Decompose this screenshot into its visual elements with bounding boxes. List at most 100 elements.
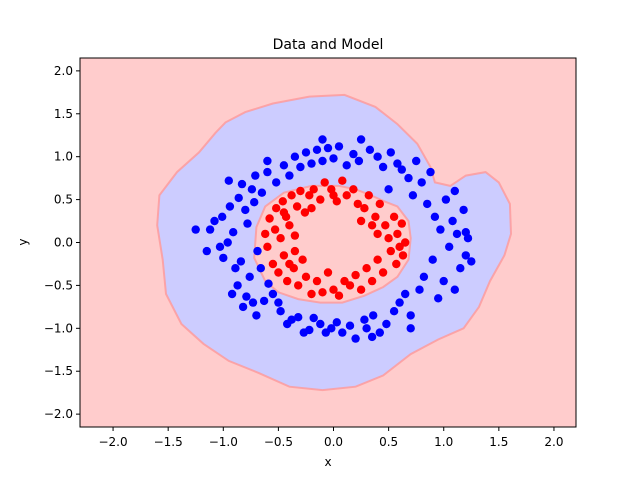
y-tick-label-8: 2.0 (54, 64, 73, 78)
point-series0-12 (237, 179, 247, 189)
point-series0-79 (415, 285, 424, 294)
point-series1-57 (397, 219, 406, 228)
point-series1-31 (329, 285, 338, 294)
point-series1-20 (300, 208, 310, 217)
points-layer (191, 135, 476, 343)
point-series0-108 (202, 246, 211, 256)
point-series0-66 (378, 162, 388, 172)
x-tick-label-5: 0.5 (379, 435, 398, 449)
point-series0-52 (334, 142, 344, 151)
point-series1-65 (307, 204, 316, 213)
point-series1-43 (362, 264, 371, 273)
point-series1-52 (386, 246, 395, 256)
point-series0-24 (257, 188, 267, 197)
point-series0-85 (430, 212, 440, 221)
point-series0-73 (397, 165, 406, 174)
point-series0-83 (426, 167, 435, 177)
point-series0-40 (301, 148, 311, 157)
y-tick-label-6: 1.0 (54, 150, 73, 164)
point-series1-5 (272, 204, 281, 213)
point-series0-11 (236, 257, 246, 266)
point-series0-82 (423, 199, 432, 209)
point-series1-19 (298, 255, 307, 264)
x-tick-label-1: −1.5 (154, 435, 183, 449)
point-series0-55 (345, 321, 355, 330)
point-series1-44 (364, 191, 373, 200)
point-series0-100 (450, 186, 459, 196)
point-series0-32 (279, 161, 289, 170)
point-series1-59 (401, 238, 410, 247)
point-series0-34 (285, 171, 294, 180)
point-series1-34 (338, 176, 347, 185)
point-series0-45 (316, 319, 325, 329)
point-series0-65 (375, 328, 384, 337)
point-series0-17 (247, 185, 257, 194)
point-series0-6 (225, 202, 235, 211)
point-series0-14 (242, 292, 251, 301)
point-series1-6 (274, 268, 283, 277)
point-series0-109 (227, 289, 237, 299)
y-tick-label-0: −2.0 (44, 407, 73, 421)
point-series0-78 (412, 156, 421, 166)
x-axis: −2.0 −1.5 −1.0 −0.5 0.0 0.5 1.0 1.5 2.0 (98, 427, 564, 449)
point-series1-3 (268, 259, 278, 269)
point-series0-77 (408, 191, 418, 200)
point-series0-98 (467, 257, 476, 266)
chart-title: Data and Model (273, 37, 384, 53)
x-tick-label-6: 1.0 (434, 435, 453, 449)
y-tick-label-3: −0.5 (44, 278, 73, 292)
point-series0-9 (233, 281, 242, 290)
point-series1-2 (265, 214, 274, 223)
point-series0-89 (441, 195, 451, 204)
y-axis: −2.0 −1.5 −1.0 −0.5 0.0 0.5 1.0 1.5 2.0 (44, 64, 80, 421)
point-series0-1 (205, 225, 215, 234)
point-series0-23 (256, 264, 265, 273)
point-series0-63 (369, 311, 378, 320)
point-series1-38 (349, 185, 358, 194)
point-series1-53 (389, 212, 399, 221)
point-series0-49 (327, 324, 336, 333)
point-series0-51 (332, 318, 341, 327)
point-series0-87 (436, 225, 445, 234)
point-series0-25 (259, 296, 269, 306)
x-tick-label-0: −2.0 (98, 435, 127, 449)
point-series0-46 (318, 156, 327, 166)
point-series0-92 (450, 285, 459, 294)
point-series0-84 (428, 255, 437, 264)
point-series0-67 (382, 319, 391, 329)
point-series1-45 (367, 276, 377, 286)
point-series0-80 (417, 178, 426, 187)
point-series0-35 (287, 315, 296, 324)
point-series1-29 (323, 268, 333, 277)
point-series1-42 (360, 204, 369, 213)
point-series0-36 (290, 152, 300, 161)
point-series0-3 (215, 242, 225, 251)
x-tick-label-3: −0.5 (264, 435, 293, 449)
point-series0-10 (234, 193, 243, 203)
point-series0-50 (329, 154, 338, 163)
point-series1-41 (356, 285, 366, 294)
point-series0-72 (395, 298, 404, 307)
x-tick-label-2: −1.0 (209, 435, 238, 449)
point-series1-21 (301, 272, 311, 281)
y-tick-label-5: 0.5 (54, 193, 73, 207)
point-series1-66 (356, 216, 366, 226)
point-series0-106 (367, 332, 377, 342)
point-series0-48 (323, 143, 333, 153)
point-series0-41 (305, 325, 314, 335)
point-series1-54 (392, 259, 401, 269)
plot-frame (79, 57, 577, 428)
point-series1-58 (398, 251, 408, 260)
y-axis-title: y (16, 238, 30, 245)
point-series0-31 (276, 307, 285, 316)
point-series0-76 (406, 311, 415, 320)
point-series0-20 (251, 171, 260, 180)
point-series1-24 (309, 185, 318, 194)
point-series1-62 (290, 246, 300, 256)
point-series0-59 (356, 135, 366, 144)
point-series0-107 (318, 135, 327, 144)
point-series0-15 (243, 219, 252, 228)
point-series0-86 (434, 294, 443, 303)
point-series1-49 (378, 268, 388, 277)
